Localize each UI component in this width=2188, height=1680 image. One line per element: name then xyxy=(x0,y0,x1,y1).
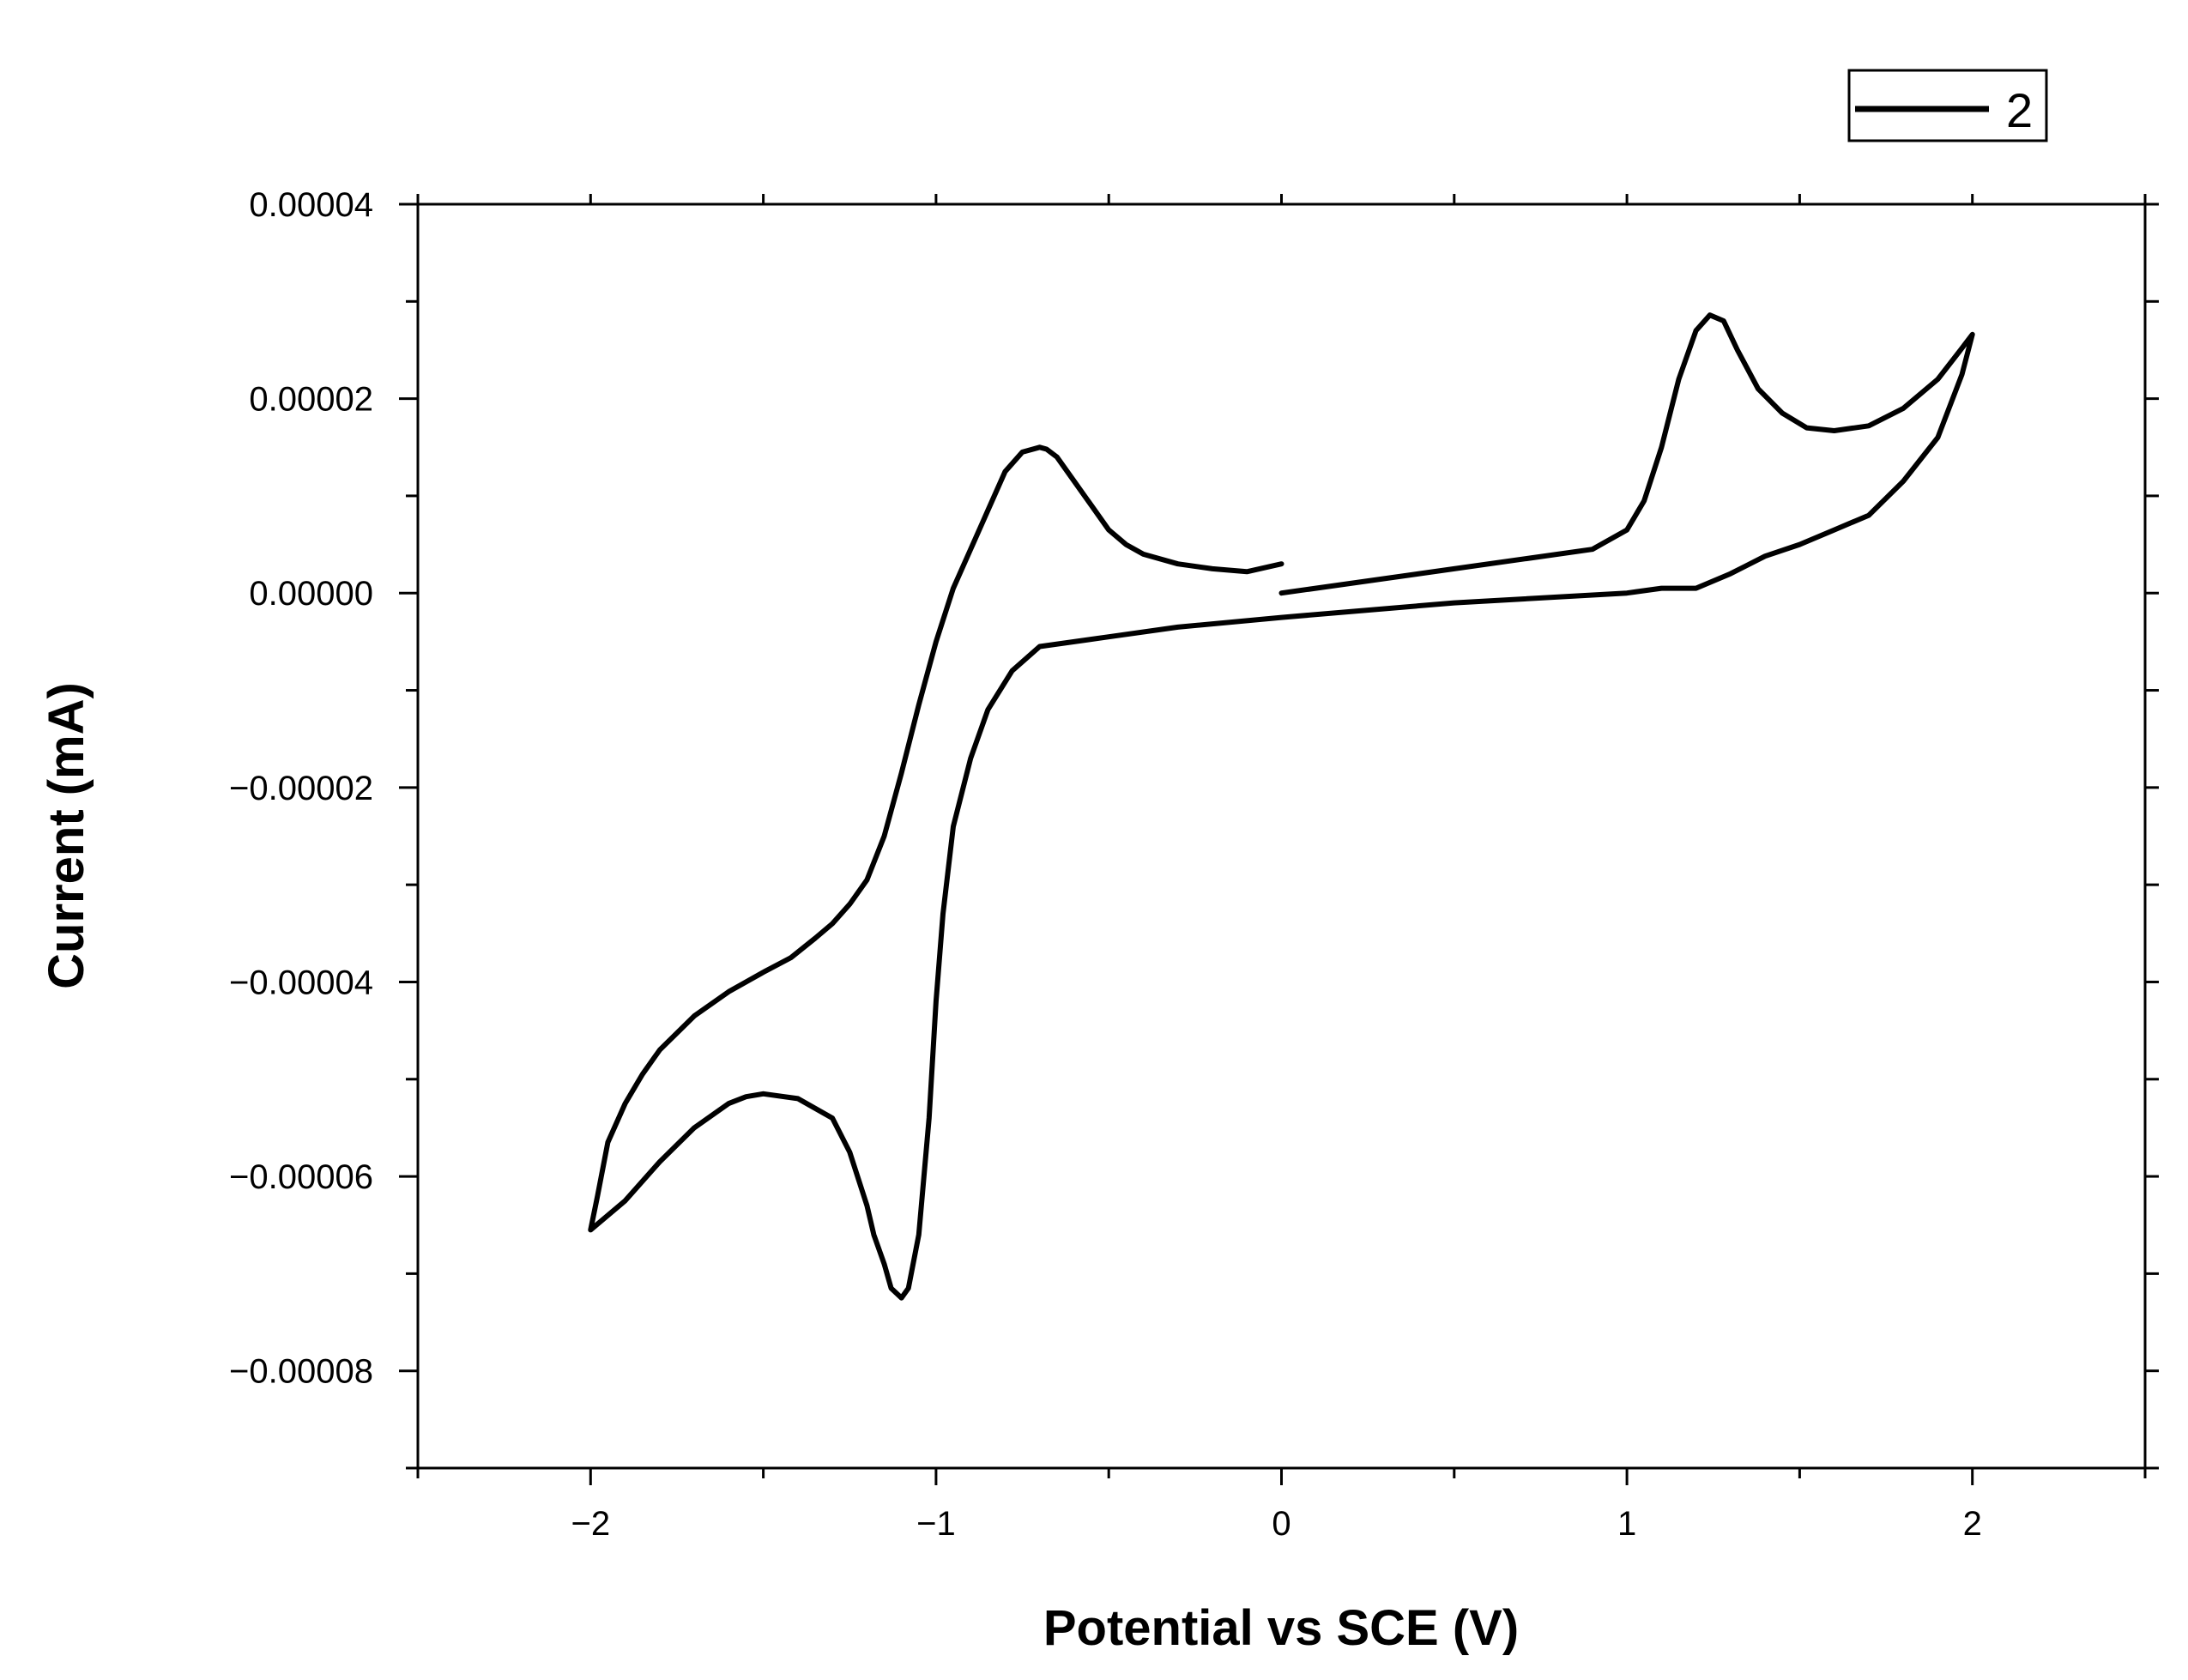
y-tick-label: −0.00004 xyxy=(229,964,373,1001)
legend: 2 xyxy=(1847,69,2048,142)
series-line xyxy=(588,312,1975,1301)
series-layer xyxy=(588,312,1975,1301)
y-axis-ticks: 0.00004 0.00002 0.00000 −0.00002 −0.00004 −0.… xyxy=(229,186,2159,1470)
y-tick-label: 0.00000 xyxy=(249,575,373,613)
y-tick-label: 0.00004 xyxy=(249,186,373,224)
plot-frame xyxy=(416,202,2147,1470)
y-tick-label: 0.00002 xyxy=(249,381,373,419)
x-axis-title: Potential vs SCE (V) xyxy=(1043,1600,1519,1656)
x-tick-label: −1 xyxy=(916,1505,956,1543)
x-tick-label: 0 xyxy=(1272,1505,1290,1543)
y-axis-title: Current (mA) xyxy=(39,682,94,989)
x-tick-label: −2 xyxy=(571,1505,610,1543)
x-axis-ticks: −2 −1 0 1 2 xyxy=(416,194,2147,1543)
legend-label: 2 xyxy=(2006,83,2033,137)
legend-box xyxy=(1847,69,2048,142)
x-tick-label: 1 xyxy=(1617,1505,1636,1543)
y-tick-label: −0.00002 xyxy=(229,770,373,807)
x-tick-label: 2 xyxy=(1963,1505,1982,1543)
y-tick-label: −0.00006 xyxy=(229,1158,373,1196)
y-tick-label: −0.00008 xyxy=(229,1353,373,1391)
